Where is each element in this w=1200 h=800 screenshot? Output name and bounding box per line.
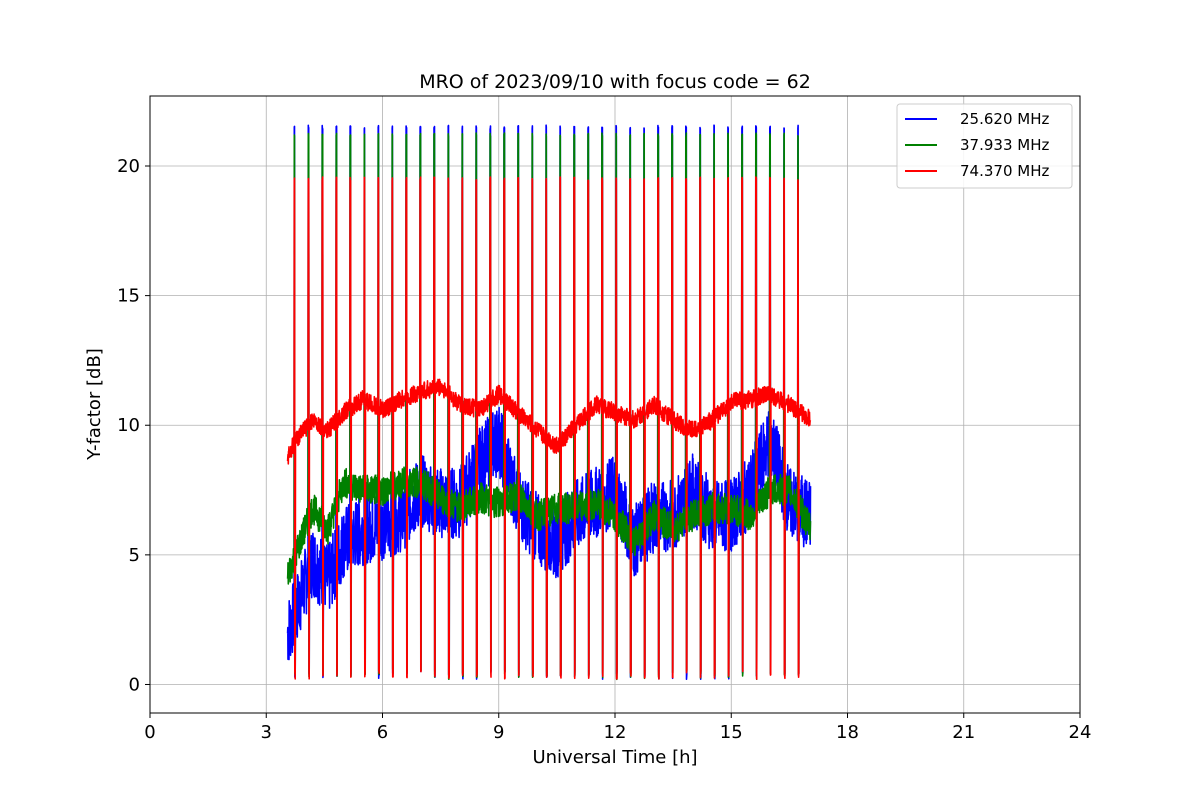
y-axis-label: Y-factor [dB] [84, 348, 105, 461]
series-line [286, 124, 812, 681]
x-tick-label: 12 [604, 722, 627, 743]
x-tick-label: 24 [1069, 722, 1092, 743]
x-tick-label: 3 [261, 722, 272, 743]
x-tick-label: 6 [377, 722, 388, 743]
series-line [286, 132, 812, 681]
legend: 25.620 MHz 37.933 MHz 74.370 MHz [896, 103, 1073, 189]
ticks: 0 3 6 9 12 15 18 21 24 0 5 10 15 20 [117, 156, 1091, 743]
y-tick-label: 15 [117, 286, 140, 307]
legend-label: 74.370 MHz [960, 162, 1049, 180]
chart-title: MRO of 2023/09/10 with focus code = 62 [419, 71, 811, 93]
y-tick-label: 5 [129, 545, 140, 566]
x-tick-label: 15 [720, 722, 743, 743]
x-tick-label: 0 [144, 722, 155, 743]
series-layer [286, 124, 812, 681]
legend-label: 37.933 MHz [960, 136, 1049, 154]
legend-box [896, 103, 1073, 189]
y-tick-label: 0 [129, 674, 140, 695]
y-tick-label: 20 [117, 156, 140, 177]
y-tick-label: 10 [117, 415, 140, 436]
legend-label: 25.620 MHz [960, 110, 1049, 128]
x-tick-label: 9 [493, 722, 504, 743]
x-tick-label: 18 [836, 722, 859, 743]
series-line [286, 176, 812, 680]
x-axis-label: Universal Time [h] [532, 747, 697, 768]
x-tick-label: 21 [952, 722, 975, 743]
